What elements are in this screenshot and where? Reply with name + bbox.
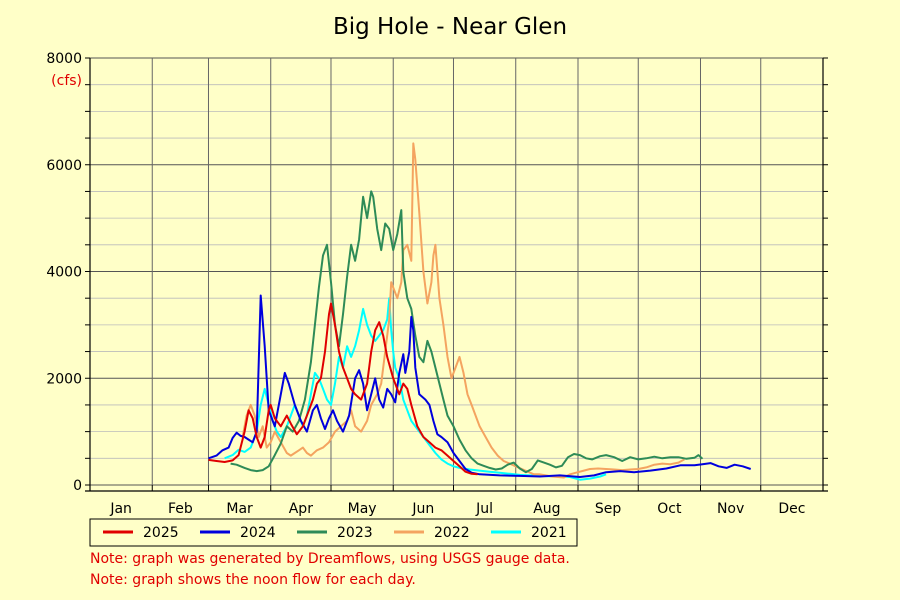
- x-tick-label: Oct: [657, 501, 682, 517]
- axes: [85, 57, 828, 492]
- x-tick-label: Jan: [109, 501, 132, 517]
- y-tick-label: 4000: [46, 265, 82, 281]
- x-tick-label: Dec: [778, 501, 805, 517]
- x-tick-label: Aug: [533, 501, 560, 517]
- x-tick-labels: Jan Feb Mar Apr May Jun Jul Aug Sep Oct Nov Dec: [109, 501, 805, 517]
- grid-lines: [89, 57, 824, 486]
- note-line-1: Note: graph was generated by Dreamflows,…: [90, 551, 570, 567]
- legend-label-2025: 2025: [143, 525, 179, 541]
- y-tick-label: 2000: [46, 371, 82, 387]
- legend-label-2024: 2024: [240, 525, 276, 541]
- series-line-2022: [241, 142, 685, 479]
- x-tick-label: Jun: [411, 501, 434, 517]
- y-tick-label: 8000: [46, 51, 82, 67]
- x-tick-label: Mar: [226, 501, 253, 517]
- series-line-2023: [230, 190, 704, 474]
- note-line-2: Note: graph shows the noon flow for each…: [90, 572, 416, 588]
- x-tick-label: May: [348, 501, 377, 517]
- x-tick-label: Feb: [168, 501, 193, 517]
- legend: 2025 2024 2023 2022 2021: [89, 518, 578, 547]
- y-unit-label: (cfs): [51, 73, 82, 89]
- x-tick-label: Apr: [289, 501, 313, 517]
- series-layer: [208, 142, 752, 481]
- chart-title: Big Hole - Near Glen: [333, 14, 567, 40]
- series-line-2021: [224, 297, 607, 481]
- y-tick-labels: 0 2000 4000 6000 8000: [46, 51, 82, 494]
- legend-label-2023: 2023: [337, 525, 373, 541]
- series-line-2024: [208, 294, 752, 478]
- series-line-2025: [208, 302, 478, 476]
- x-tick-label: Nov: [717, 501, 744, 517]
- y-tick-label: 6000: [46, 158, 82, 174]
- legend-label-2021: 2021: [531, 525, 567, 541]
- x-tick-label: Sep: [595, 501, 622, 517]
- y-tick-label: 0: [73, 478, 82, 494]
- x-tick-label: Jul: [475, 501, 493, 517]
- legend-label-2022: 2022: [434, 525, 470, 541]
